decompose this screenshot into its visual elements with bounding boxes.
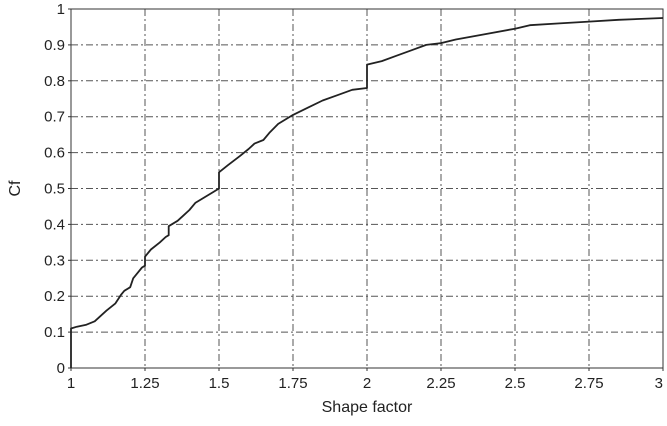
- x-axis-ticks: 1 1.25 1.5 1.75 2 2.25 2.5 2.75 3: [67, 368, 664, 392]
- y-tick-label: 1: [57, 1, 65, 18]
- cdf-series-line: [70, 17, 664, 368]
- y-tick-label: 0: [57, 360, 65, 377]
- y-tick-label: 0.3: [44, 252, 65, 269]
- y-tick-label: 0.8: [44, 73, 65, 90]
- y-tick-label: 0.6: [44, 145, 65, 162]
- y-tick-label: 0.7: [44, 109, 65, 126]
- x-tick-label: 1.25: [130, 375, 159, 392]
- x-tick-label: 2.5: [505, 375, 526, 392]
- x-tick-label: 3: [655, 375, 663, 392]
- x-tick-label: 2.75: [574, 375, 603, 392]
- y-tick-label: 0.9: [44, 37, 65, 54]
- y-tick-label: 0.1: [44, 324, 65, 341]
- y-axis-title: Cf: [7, 180, 24, 197]
- x-tick-label: 1.75: [278, 375, 307, 392]
- x-tick-label: 1.5: [209, 375, 230, 392]
- y-tick-label: 0.2: [44, 288, 65, 305]
- y-tick-label: 0.4: [44, 216, 65, 233]
- x-tick-label: 1: [67, 375, 75, 392]
- x-tick-label: 2: [363, 375, 371, 392]
- x-tick-label: 2.25: [426, 375, 455, 392]
- y-axis-ticks: 0 0.1 0.2 0.3 0.4 0.5 0.6 0.7 0.8 0.9 1: [44, 1, 71, 377]
- x-axis-title: Shape factor: [322, 399, 413, 416]
- grid: [71, 9, 663, 368]
- y-tick-label: 0.5: [44, 181, 65, 198]
